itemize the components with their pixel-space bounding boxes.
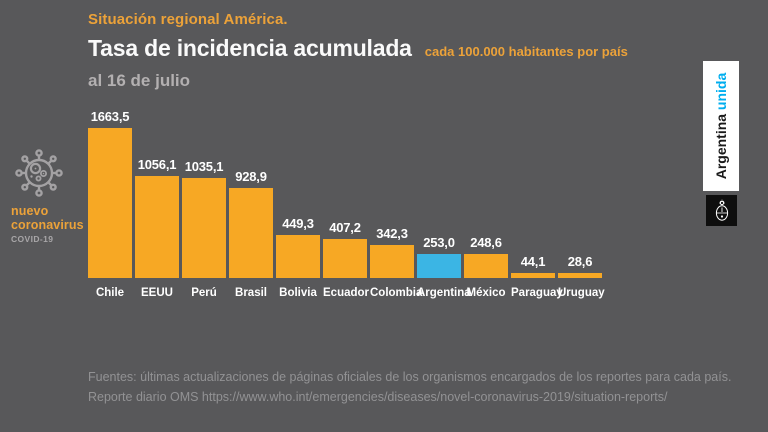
bar-country-label: Uruguay: [558, 287, 605, 299]
brand-rail: nuevo coronavirus COVID-19: [11, 146, 84, 244]
sources-line2: Reporte diario OMS https://www.who.int/e…: [88, 390, 668, 404]
bar-value-label: 1663,5: [90, 109, 130, 124]
bar-country-label: Brasil: [235, 287, 267, 299]
bar-country-label: Bolivia: [279, 287, 317, 299]
bar-cell: 253,0: [417, 235, 461, 278]
bar-country-label: Chile: [95, 287, 125, 299]
date-line: al 16 de julio: [88, 71, 191, 90]
page-title: Tasa de incidencia acumulada: [88, 35, 412, 61]
bar: [464, 254, 508, 278]
title-suffix: cada 100.000 habitantes por país: [424, 44, 628, 59]
brand-name-line2: coronavirus: [11, 218, 84, 232]
bar: [135, 176, 179, 278]
brand-name: nuevo coronavirus: [11, 204, 84, 232]
banner-word-argentina: Argentina: [713, 110, 729, 180]
bar-country-label: Colombia: [370, 287, 423, 299]
bar-cell: 28,6: [558, 254, 602, 278]
bar-cell: 1056,1: [135, 157, 179, 278]
bar-country-label: Ecuador: [323, 287, 370, 299]
bar: [182, 178, 226, 278]
bar: [229, 188, 273, 278]
incidence-bar-chart: 1663,5 1056,1 1035,1 928,9 449,3 407,2 342,3 25…: [88, 108, 605, 299]
bar: [511, 273, 555, 278]
header: Situación regional América. Tasa de inci…: [88, 11, 628, 91]
bar: [323, 239, 367, 278]
country-labels-row: Chile EEUU Perú Brasil Bolivia Ecuador Colombi…: [88, 287, 605, 299]
bar-value-label: 928,9: [235, 169, 267, 184]
bar-value-label: 342,3: [376, 226, 408, 241]
bars-row: 1663,5 1056,1 1035,1 928,9 449,3 407,2 342,3 25…: [88, 108, 602, 278]
bar-value-label: 44,1: [520, 254, 546, 269]
bar: [370, 245, 414, 278]
bar-value-label: 28,6: [567, 254, 593, 269]
bar-cell: 248,6: [464, 235, 508, 278]
argentina-unida-banner: Argentina unida: [703, 61, 739, 191]
bar-cell: 1035,1: [182, 159, 226, 278]
bar-value-label: 253,0: [423, 235, 455, 250]
brand-sub-label: COVID-19: [11, 234, 54, 244]
bar-value-label: 1035,1: [184, 159, 224, 174]
bar-value-label: 407,2: [329, 220, 361, 235]
bar-country-label: Paraguay: [511, 287, 563, 299]
bar: [88, 128, 132, 278]
bar: [558, 273, 602, 278]
bar-cell: 449,3: [276, 216, 320, 278]
bar: [417, 254, 461, 278]
bar-country-label: Argentina: [417, 287, 471, 299]
kicker-text: Situación regional América.: [88, 11, 288, 28]
bar-cell: 342,3: [370, 226, 414, 278]
banner-word-unida: unida: [713, 72, 729, 111]
bar-cell: 44,1: [511, 254, 555, 278]
brand-name-line1: nuevo: [11, 204, 49, 218]
bar-country-label: México: [466, 287, 506, 299]
argentina-coat-of-arms-icon: [715, 199, 728, 221]
title-row: Tasa de incidencia acumulada cada 100.00…: [88, 35, 628, 62]
bar-cell: 928,9: [229, 169, 273, 278]
bar-value-label: 1056,1: [137, 157, 177, 172]
bar-value-label: 449,3: [282, 216, 314, 231]
bar-country-label: EEUU: [141, 287, 173, 299]
sources-footer: Fuentes: últimas actualizaciones de pági…: [88, 367, 731, 407]
argentina-unida-label: Argentina unida: [711, 61, 731, 191]
bar-country-label: Perú: [191, 287, 217, 299]
sources-line1: Fuentes: últimas actualizaciones de pági…: [88, 370, 732, 384]
bar-cell: 407,2: [323, 220, 367, 278]
bar-value-label: 248,6: [470, 235, 502, 250]
bar: [276, 235, 320, 278]
bar-cell: 1663,5: [88, 109, 132, 278]
coat-of-arms-box: [706, 195, 737, 226]
coronavirus-icon: [15, 149, 63, 197]
